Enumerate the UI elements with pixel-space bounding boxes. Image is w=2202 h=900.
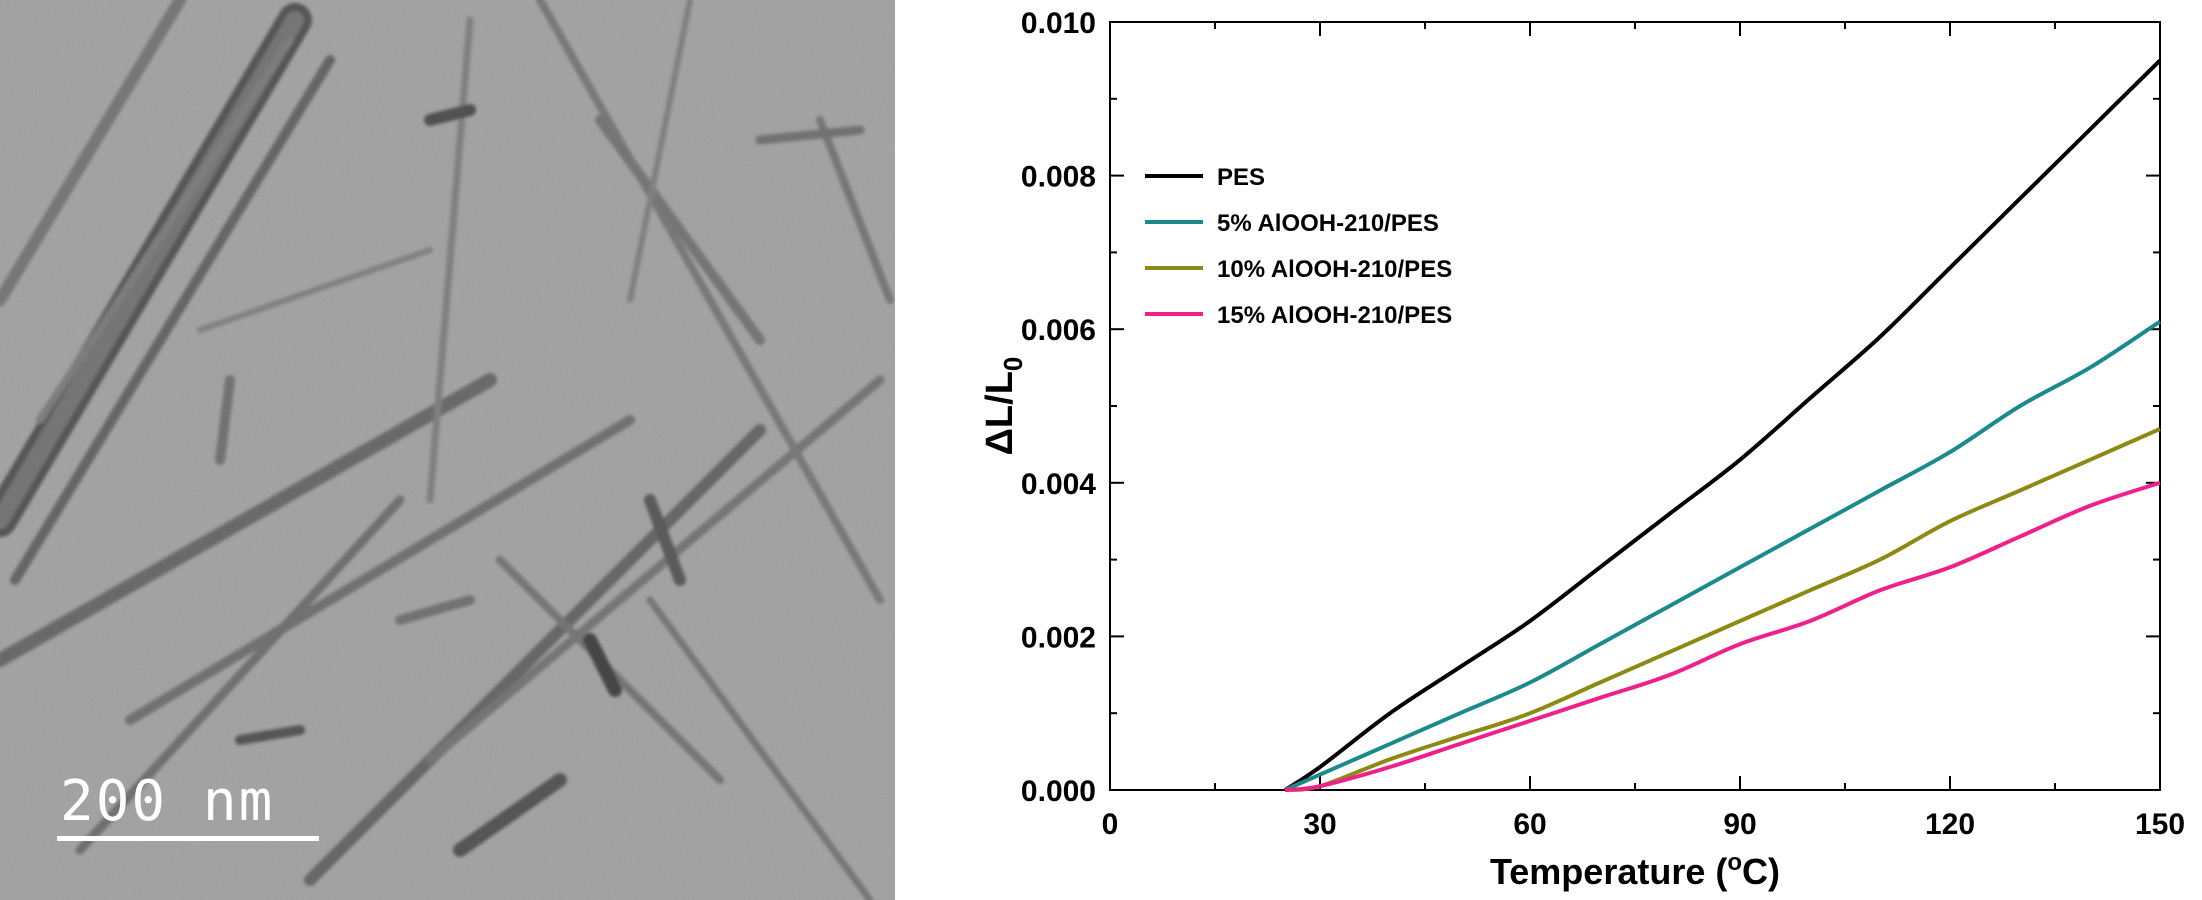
series-line-pes — [1283, 58, 2162, 792]
series-line-5-alooh-210-pes — [1284, 319, 2162, 792]
tem-micrograph-image — [0, 0, 895, 900]
y-axis-ticks: 0.000 0.002 0.004 0.006 0.008 0.010 — [1021, 7, 2160, 808]
tem-micrograph: 200 nm — [0, 0, 895, 900]
y-axis-title: ΔL/L0 — [979, 357, 1028, 456]
x-tick-label: 0 — [1102, 808, 1119, 841]
legend: PES 5% AlOOH-210/PES 10% AlOOH-210/PES 15% … — [1145, 164, 1452, 329]
x-tick-label: 150 — [2135, 808, 2185, 841]
legend-label: 5% AlOOH-210/PES — [1217, 210, 1439, 237]
y-tick-label: 0.004 — [1021, 468, 1096, 501]
thermal-expansion-chart: 0 30 60 90 120 150 0.000 0.002 0.004 0.006 0.008 0… — [900, 0, 2202, 900]
x-tick-label: 30 — [1303, 808, 1336, 841]
y-tick-label: 0.002 — [1021, 621, 1096, 654]
y-tick-label: 0.000 — [1021, 775, 1096, 808]
x-tick-label: 60 — [1513, 808, 1546, 841]
legend-label: PES — [1217, 164, 1265, 191]
series-line-10-alooh-210-pes — [1284, 427, 2161, 792]
x-tick-label: 90 — [1723, 808, 1756, 841]
series-line-15-alooh-210-pes — [1284, 480, 2161, 792]
legend-label: 10% AlOOH-210/PES — [1217, 256, 1452, 283]
y-tick-label: 0.008 — [1021, 161, 1096, 194]
y-tick-label: 0.010 — [1021, 7, 1096, 40]
plot-frame — [1109, 21, 2161, 791]
scale-bar — [57, 836, 319, 841]
x-axis-title: Temperature (oC) — [1490, 849, 1780, 892]
scale-bar-label: 200 nm — [60, 769, 275, 834]
x-tick-label: 120 — [1925, 808, 1975, 841]
legend-label: 15% AlOOH-210/PES — [1217, 302, 1452, 329]
series-layer — [1283, 58, 2162, 792]
chart-canvas: 0 30 60 90 120 150 0.0000.0020.0040.0060.0080… — [979, 7, 2185, 892]
x-axis-ticks: 0 30 60 90 120 150 — [1102, 22, 2185, 841]
y-tick-label: 0.006 — [1021, 314, 1096, 347]
